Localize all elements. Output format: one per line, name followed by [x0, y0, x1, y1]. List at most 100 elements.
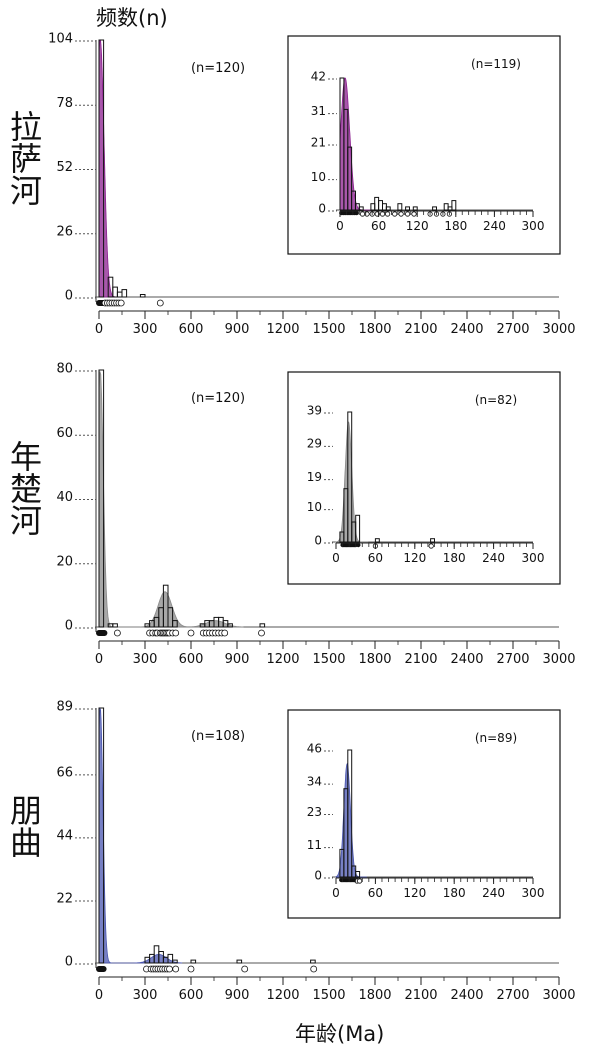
sample-dot-open: [221, 629, 229, 637]
histogram-bar: [355, 514, 361, 543]
histogram-bar: [98, 369, 105, 628]
inset-sample-count: (n=89): [475, 731, 517, 745]
sample-dot-open: [117, 299, 125, 307]
x-tick-label: 1500: [312, 322, 345, 337]
x-tick-label: 600: [179, 988, 204, 1003]
x-tick-label: 2400: [450, 988, 483, 1003]
sample-dot-open: [241, 965, 249, 973]
sample-dot-open: [258, 629, 265, 637]
y-tick-label: 34: [307, 775, 322, 789]
x-tick-label: 120: [406, 219, 429, 233]
y-tick-label: 10: [311, 170, 326, 184]
sample-dot-filled: [100, 966, 107, 972]
sample-dot-open: [398, 211, 404, 217]
histogram-bar: [412, 206, 418, 211]
histogram-bar: [347, 411, 353, 543]
sample-dot-open: [166, 965, 173, 973]
y-tick-label: 0: [65, 619, 73, 634]
sample-dot-open: [310, 965, 318, 973]
x-tick-label: 2100: [404, 988, 437, 1003]
sample-dot-filled: [356, 542, 361, 548]
x-tick-label: 240: [483, 219, 506, 233]
x-tick-label: 1200: [266, 322, 299, 337]
histogram-bar: [358, 206, 364, 211]
x-tick-label: 0: [95, 652, 103, 667]
x-tick-label: 240: [482, 886, 505, 900]
x-tick-label: 120: [403, 551, 426, 565]
histogram-bar: [259, 623, 266, 628]
kde-curve: [98, 39, 124, 298]
sample-dot-filled: [354, 210, 359, 216]
x-tick-label: 60: [368, 551, 383, 565]
sample-dot-open: [392, 211, 398, 217]
x-tick-label: 2400: [450, 322, 483, 337]
y-tick-label: 89: [56, 700, 73, 715]
y-tick-label: 104: [48, 32, 73, 47]
y-tick-label: 11: [307, 838, 322, 852]
y-tick-label: 0: [65, 955, 73, 970]
sample-dot-open: [156, 299, 164, 307]
sample-count: (n=120): [191, 391, 245, 406]
inset-frame: [287, 709, 561, 919]
histogram-bar: [227, 623, 233, 628]
sample-dot-open: [428, 543, 434, 549]
histogram-bar: [355, 871, 361, 878]
x-tick-label: 300: [522, 219, 545, 233]
y-tick-label: 29: [307, 437, 322, 451]
histogram-bar: [430, 538, 436, 543]
sample-count: (n=108): [191, 729, 245, 744]
sample-dot-open: [356, 878, 363, 884]
x-tick-label: 900: [225, 322, 250, 337]
histogram-bar: [405, 206, 411, 211]
x-tick-label: 0: [336, 219, 344, 233]
y-tick-label: 0: [65, 289, 73, 304]
panel-2-river-label: 年楚河: [5, 440, 43, 536]
x-tick-label: 900: [225, 988, 250, 1003]
y-axis-title: 频数(n): [96, 6, 168, 30]
histogram-bar: [98, 707, 105, 964]
y-tick-label: 22: [56, 892, 73, 907]
y-tick-label: 40: [56, 490, 73, 505]
y-tick-label: 31: [311, 104, 326, 118]
y-tick-label: 0: [314, 868, 322, 882]
histogram-bar: [112, 623, 118, 628]
x-tick-label: 120: [403, 886, 426, 900]
histogram-bar: [112, 286, 118, 298]
sample-count: (n=120): [191, 61, 245, 76]
x-tick-label: 1200: [266, 652, 299, 667]
histogram-bar: [172, 959, 178, 964]
histogram-bar: [374, 538, 380, 543]
histogram-bar: [351, 190, 357, 211]
histogram-bar: [451, 200, 457, 211]
x-tick-label: 0: [332, 886, 340, 900]
panel-1-river-label: 拉萨河: [5, 110, 43, 206]
x-tick-label: 0: [95, 322, 103, 337]
inset-sample-count: (n=119): [471, 57, 521, 71]
x-tick-label: 300: [133, 322, 158, 337]
x-axis-title: 年龄(Ma): [295, 1022, 385, 1046]
x-tick-label: 180: [443, 886, 466, 900]
histogram-bar: [116, 291, 123, 298]
histogram-bar: [397, 203, 403, 211]
x-tick-label: 180: [443, 551, 466, 565]
inset-panel-3: (n=89) 0 11 23 34 46 0 60 120 180 240 300: [287, 709, 561, 919]
x-tick-label: 2700: [496, 322, 529, 337]
x-tick-label: 60: [371, 219, 386, 233]
histogram-bar: [432, 206, 438, 211]
x-tick-label: 300: [133, 988, 158, 1003]
inset-sample-count: (n=82): [475, 393, 517, 407]
x-tick-label: 2700: [496, 988, 529, 1003]
y-tick-label: 0: [314, 533, 322, 547]
y-tick-label: 39: [307, 403, 322, 417]
sample-dot-open: [172, 965, 180, 973]
y-tick-label: 44: [56, 829, 73, 844]
inset-panel-1: (n=119) 0 10 21 31 42 0 60 120 180 240 300: [287, 35, 561, 255]
y-tick-label: 46: [307, 741, 322, 755]
histogram-bar: [310, 959, 316, 964]
sample-dot-filled: [101, 630, 108, 636]
x-tick-label: 600: [179, 652, 204, 667]
x-tick-label: 0: [95, 988, 103, 1003]
